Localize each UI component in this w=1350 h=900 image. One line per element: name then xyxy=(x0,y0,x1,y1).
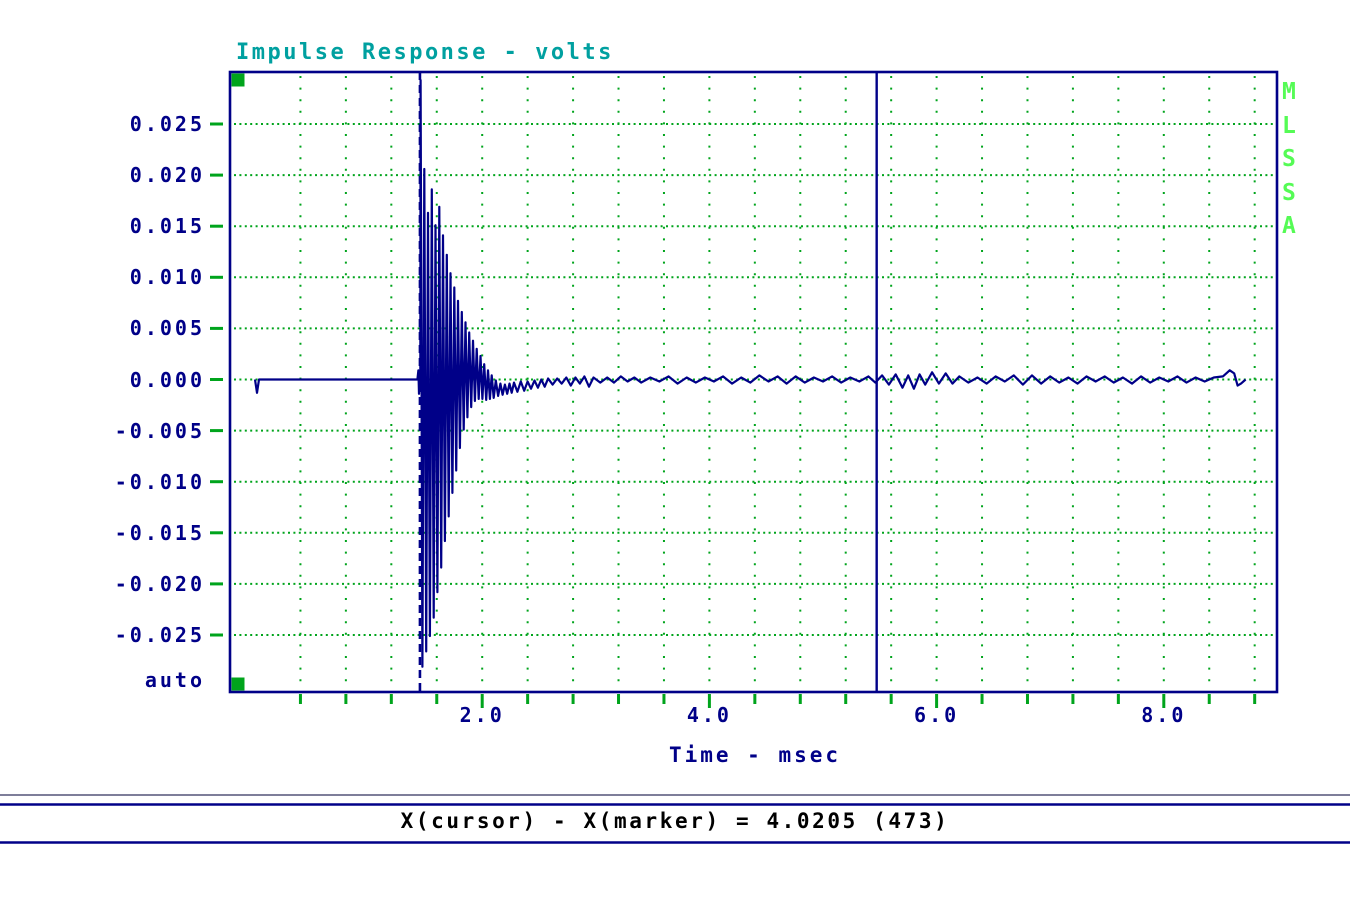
y-tick-label: 0.010 xyxy=(129,265,205,290)
y-axis-autoscale-label: auto xyxy=(144,668,205,692)
impulse-waveform xyxy=(253,78,1247,668)
y-tick-label: -0.015 xyxy=(114,520,205,545)
y-tick-label: -0.020 xyxy=(114,571,205,596)
top-left-corner-square xyxy=(231,73,245,87)
bottom-left-corner-square xyxy=(231,677,245,691)
y-tick-label: 0.020 xyxy=(129,163,205,188)
watermark-letter: L xyxy=(1282,112,1296,139)
y-tick-label: 0.000 xyxy=(129,367,205,392)
y-tick-label: 0.005 xyxy=(129,316,205,341)
x-tick-label: 4.0 xyxy=(686,703,732,727)
x-axis-title: Time - msec xyxy=(668,743,842,767)
plot-area[interactable] xyxy=(230,72,1277,692)
watermark-letter: M xyxy=(1282,79,1296,105)
x-tick-label: 6.0 xyxy=(914,703,960,727)
chart-title: Impulse Response - volts xyxy=(236,40,614,65)
x-tick-label: 2.0 xyxy=(459,703,505,727)
y-tick-label: 0.025 xyxy=(129,112,205,136)
y-tick-label: 0.015 xyxy=(129,214,205,239)
status-bar-readout: X(cursor) - X(marker) = 4.0205 (473) xyxy=(400,809,950,833)
watermark-letter: S xyxy=(1282,146,1296,172)
watermark-letter: A xyxy=(1282,213,1296,239)
plot-border xyxy=(228,70,1279,694)
watermark-letter: S xyxy=(1282,179,1296,206)
x-tick-label: 8.0 xyxy=(1141,703,1187,727)
y-tick-label: -0.025 xyxy=(114,623,205,647)
y-tick-label: -0.005 xyxy=(114,418,205,443)
y-tick-label: -0.010 xyxy=(114,469,205,494)
